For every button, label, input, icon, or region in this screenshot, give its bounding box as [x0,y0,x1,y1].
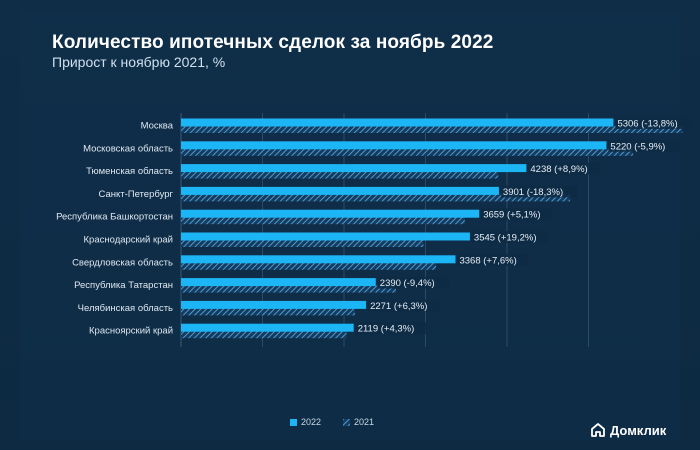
category-label: Тюменская область [86,166,173,177]
bar-2022 [181,300,367,309]
bar-2021 [181,285,396,293]
bar-2022 [181,323,354,332]
bar-2022 [181,209,480,218]
bar-2021 [181,331,347,339]
bar-2021 [181,194,571,202]
category-label: Республика Татарстан [74,280,173,291]
chart-title: Количество ипотечных сделок за ноябрь 20… [52,32,494,53]
bar-2021 [181,126,683,133]
data-label: 2119 (+4,3%) [358,324,415,335]
data-label-bg [471,231,549,243]
data-label: 2390 (-9,4%) [380,278,435,289]
data-label: 5306 (-13,8%) [617,119,677,130]
data-label-bg [528,162,600,175]
house-icon [591,423,605,437]
category-label: Челябинская область [78,303,173,314]
data-label: 3659 (+5,1%) [483,210,540,221]
bar-2022 [181,141,607,150]
category-label: Красноярский край [89,326,173,337]
bar-2021 [181,240,424,247]
legend-swatch-2022 [290,418,297,426]
data-label-bg [355,322,427,335]
data-label-bg [615,117,693,129]
data-label-bg [457,253,529,266]
data-label-bg [500,185,578,198]
legend-item-2021: 2021 [343,417,374,427]
data-label: 5220 (-5,9%) [610,141,665,152]
data-label-bg [368,299,440,312]
chart-legend: 2022 2021 [290,417,374,427]
legend-label-2022: 2022 [301,417,322,427]
data-label: 3901 (-18,3%) [503,187,563,198]
category-label: Санкт-Петербург [98,189,173,200]
brand-logo: Домклик [590,422,666,438]
bar-2021 [181,148,634,156]
data-label-bg [481,208,553,221]
legend-swatch-2021 [343,418,351,426]
category-label: Краснодарский край [84,235,173,246]
bar-2021 [181,308,356,316]
bar-2022 [181,186,499,195]
brand-name: Домклик [610,422,667,438]
bar-2021 [181,262,437,270]
bar-2022 [181,255,456,264]
bar-2022 [181,118,614,127]
bar-2021 [181,171,499,179]
bar-2022 [181,164,527,173]
category-label: Свердловская область [72,257,173,268]
background-panel [20,10,680,440]
chart-subtitle: Прирост к ноябрю 2021, % [52,54,226,70]
data-label-bg [377,276,449,289]
category-label: Республика Башкортостан [56,212,173,223]
bar-2022 [181,232,470,241]
legend-label-2021: 2021 [354,417,375,427]
data-label: 3545 (+19,2%) [474,233,537,244]
data-label: 2271 (+6,3%) [370,301,427,312]
category-label: Москва [141,121,174,132]
legend-item-2022: 2022 [290,417,321,427]
bar-2022 [181,278,376,287]
data-label: 4238 (+8,9%) [530,164,587,175]
bar-2021 [181,217,465,225]
data-label-bg [608,139,680,152]
data-label: 3368 (+7,6%) [459,255,516,266]
category-label: Московская область [83,143,173,154]
